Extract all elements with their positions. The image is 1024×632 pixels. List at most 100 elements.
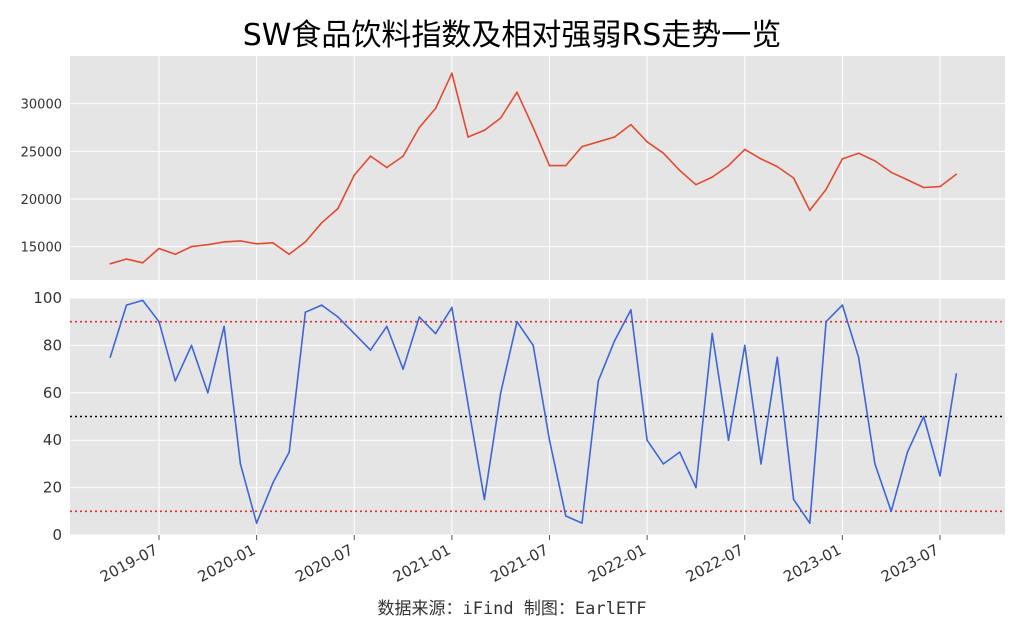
data-point: [207, 392, 209, 394]
data-point: [825, 320, 827, 323]
data-point: [613, 339, 616, 342]
data-point: [792, 177, 795, 179]
data-point: [564, 515, 567, 517]
data-point: [353, 332, 356, 335]
data-point: [272, 482, 274, 484]
x-tick-label: 2022-07: [683, 541, 747, 586]
data-point: [809, 522, 811, 524]
data-point: [922, 186, 925, 189]
data-point: [532, 344, 535, 347]
data-point: [890, 171, 892, 174]
data-point: [109, 356, 111, 359]
data-point: [304, 241, 307, 243]
x-tick-label: 2023-01: [780, 541, 844, 586]
data-point: [841, 158, 844, 160]
data-point: [548, 439, 551, 442]
data-point: [906, 179, 909, 181]
data-point: [337, 316, 339, 318]
data-point: [483, 498, 486, 501]
data-point: [874, 463, 876, 465]
data-point: [174, 380, 177, 382]
data-point: [239, 240, 242, 242]
data-point: [158, 320, 160, 323]
data-point: [451, 306, 453, 309]
data-point: [955, 173, 958, 175]
data-point: [418, 126, 421, 129]
data-point: [499, 117, 502, 119]
data-point: [369, 349, 372, 351]
data-point: [255, 242, 258, 245]
data-point: [223, 325, 225, 328]
y-tick-label: 20000: [21, 193, 62, 208]
data-point: [678, 169, 681, 172]
data-point: [906, 451, 909, 453]
x-tick-label: 2021-07: [488, 541, 552, 586]
data-point: [369, 155, 372, 157]
data-point: [337, 207, 339, 210]
data-point: [776, 165, 779, 168]
y-tick-label: 80: [43, 336, 62, 354]
x-tick-label: 2019-07: [97, 541, 161, 586]
data-point: [141, 299, 144, 302]
data-point: [955, 373, 958, 375]
data-point: [695, 183, 697, 186]
data-point: [483, 129, 486, 132]
data-point: [678, 451, 681, 453]
data-point: [874, 160, 876, 162]
data-point: [662, 463, 665, 465]
price-panel: 15000 20000 25000 30000: [21, 56, 1005, 280]
y-tick-label: 30000: [21, 98, 62, 113]
data-point: [939, 185, 941, 188]
data-point: [630, 309, 632, 311]
data-point: [727, 164, 730, 167]
data-point: [776, 356, 779, 359]
data-point: [613, 136, 616, 138]
x-axis: 2019-07 2020-01 2020-07 2021-01 2021-07 2022-…: [97, 535, 942, 586]
data-point: [711, 176, 714, 178]
rs-panel: 0 20 40 60 80 100: [33, 289, 1005, 544]
x-tick-label: 2020-07: [292, 541, 356, 586]
data-point: [532, 126, 535, 129]
data-point: [125, 304, 128, 306]
y-tick-label: 100: [33, 289, 62, 307]
x-tick-label: 2021-01: [390, 541, 454, 586]
data-point: [451, 72, 453, 74]
data-point: [857, 152, 860, 155]
data-point: [743, 148, 746, 151]
data-point: [272, 242, 274, 244]
data-point: [174, 253, 177, 256]
data-point: [385, 325, 388, 328]
data-point: [857, 356, 860, 359]
data-point: [597, 380, 600, 382]
data-point: [141, 262, 144, 264]
data-point: [434, 332, 437, 335]
data-point: [581, 522, 583, 524]
source-note: 数据来源：iFind 制图：EarlETF: [377, 599, 647, 619]
chart-title: SW食品饮料指数及相对强弱RS走势一览: [242, 18, 782, 53]
data-point: [646, 439, 648, 442]
data-point: [516, 320, 518, 323]
data-point: [516, 91, 518, 94]
data-point: [939, 474, 941, 477]
data-point: [418, 316, 421, 318]
data-point: [353, 174, 356, 176]
data-point: [109, 262, 111, 265]
data-point: [288, 451, 290, 453]
data-point: [809, 209, 811, 212]
data-point: [922, 415, 925, 418]
data-point: [207, 243, 209, 246]
y-tick-label: 25000: [21, 145, 62, 160]
data-point: [630, 123, 632, 126]
data-point: [190, 245, 193, 248]
y-tick-label: 60: [43, 384, 62, 402]
data-point: [662, 152, 665, 155]
data-point: [711, 332, 714, 335]
data-point: [890, 510, 892, 513]
x-tick-label: 2022-01: [585, 541, 649, 586]
data-point: [239, 463, 242, 465]
data-point: [581, 145, 583, 148]
data-point: [158, 247, 160, 250]
data-point: [288, 253, 290, 256]
